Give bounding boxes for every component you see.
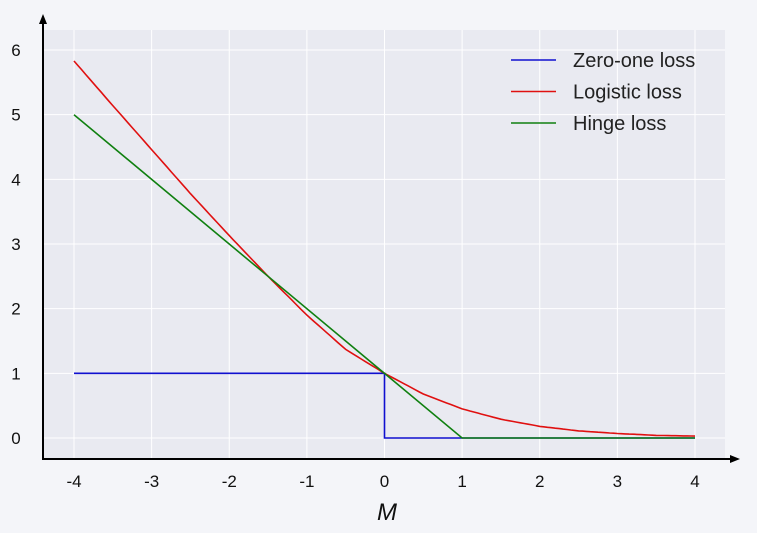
y-tick-label: 2 — [11, 300, 20, 319]
y-tick-label: 6 — [11, 41, 20, 60]
y-tick-label: 1 — [11, 364, 20, 383]
x-axis-arrow — [730, 455, 740, 463]
x-tick-label: 3 — [613, 472, 622, 491]
x-tick-label: -4 — [66, 472, 81, 491]
y-axis-arrow — [39, 14, 47, 24]
x-tick-label: -3 — [144, 472, 159, 491]
axes — [39, 14, 740, 463]
x-tick-label: 1 — [457, 472, 466, 491]
series-layer — [73, 60, 696, 439]
y-tick-label: 0 — [11, 429, 20, 448]
x-tick-label: 2 — [535, 472, 544, 491]
x-tick-label: -1 — [299, 472, 314, 491]
x-tick-label: 0 — [380, 472, 389, 491]
legend: Zero-one loss Logistic loss Hinge loss — [511, 50, 695, 135]
y-tick-label: 4 — [11, 170, 20, 189]
x-axis-label: M — [377, 499, 397, 526]
y-tick-label: 5 — [11, 106, 20, 125]
legend-label-hinge-loss: Hinge loss — [573, 113, 666, 135]
legend-label-logistic-loss: Logistic loss — [573, 82, 682, 104]
tick-labels: -4 -3 -2 -1 0 1 2 3 4 0 1 2 3 4 5 6 — [11, 41, 699, 491]
x-tick-label: 4 — [690, 472, 699, 491]
hinge-loss-line — [73, 114, 695, 439]
x-tick-label: -2 — [222, 472, 237, 491]
y-tick-label: 3 — [11, 235, 20, 254]
legend-label-zero-one-loss: Zero-one loss — [573, 50, 695, 72]
